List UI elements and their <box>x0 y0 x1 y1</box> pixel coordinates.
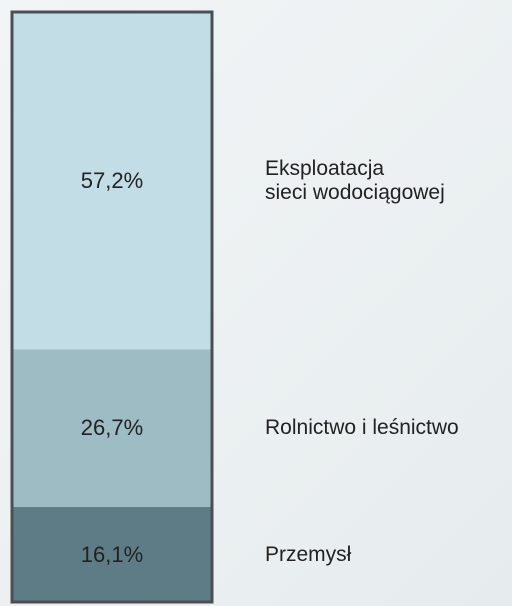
bar-frame <box>10 10 214 604</box>
bar-segment <box>12 349 212 508</box>
segment-label: Eksploatacja sieci wodociągowej <box>265 156 445 204</box>
value-label: 57,2% <box>80 167 144 193</box>
bar-segment <box>12 507 212 602</box>
bar-segment <box>12 12 212 350</box>
segment-label: Przemysł <box>265 542 352 566</box>
segment-label: Rolnictwo i leśnictwo <box>265 416 459 440</box>
value-label: 16,1% <box>80 541 144 567</box>
value-label: 26,7% <box>80 415 144 441</box>
